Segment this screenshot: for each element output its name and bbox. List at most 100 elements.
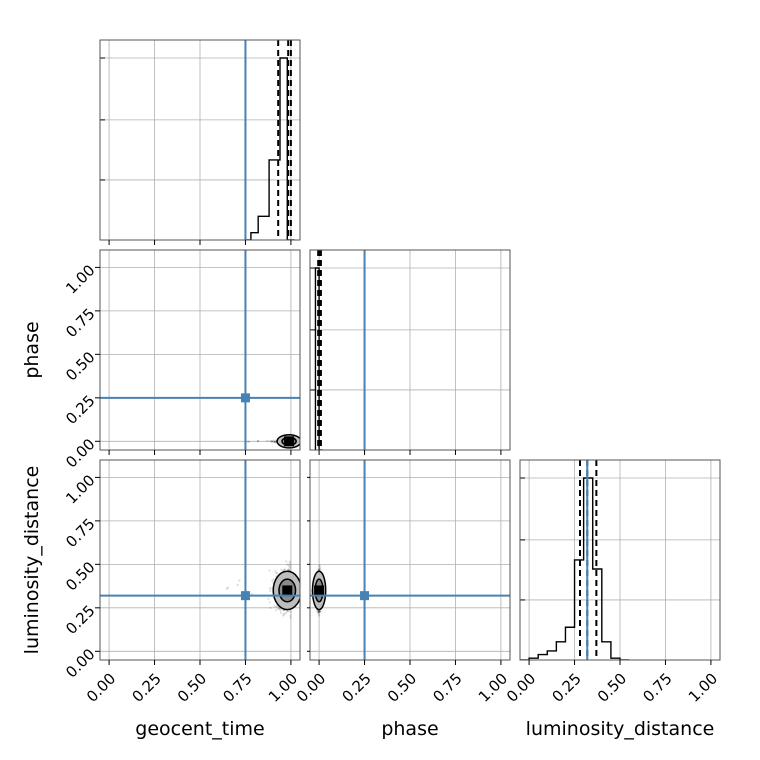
density-peak xyxy=(284,436,295,447)
sample-point xyxy=(283,568,286,571)
x-tick-label: 0.75 xyxy=(429,670,465,706)
sample-point xyxy=(268,587,272,590)
hist-panel-luminosity_distance xyxy=(519,459,721,661)
sample-point xyxy=(319,610,322,613)
x-tick-label: 0.00 xyxy=(83,670,119,706)
sample-point xyxy=(319,610,322,613)
y-tick-label: 0.75 xyxy=(62,305,98,341)
sample-point xyxy=(286,568,290,571)
y-axis-label-phase: phase xyxy=(21,321,43,378)
y-tick-label: 1.00 xyxy=(62,471,98,507)
sample-point xyxy=(274,569,277,572)
density-peak xyxy=(282,585,293,596)
x-tick-label: 0.50 xyxy=(594,670,630,706)
sample-point xyxy=(282,614,285,617)
scatter-panel-phase-luminosity_distance xyxy=(309,459,511,661)
x-tick-label: 1.00 xyxy=(475,670,511,706)
sample-point xyxy=(270,440,273,443)
y-tick-label: 0.00 xyxy=(62,645,98,681)
sample-point xyxy=(289,563,292,567)
sample-point xyxy=(318,610,321,613)
sample-point xyxy=(317,610,320,613)
sample-point xyxy=(275,571,278,574)
sample-point xyxy=(289,562,292,565)
sample-point xyxy=(318,566,322,569)
x-tick-label: 0.25 xyxy=(548,670,584,706)
sample-point xyxy=(318,568,321,572)
sample-point xyxy=(286,563,289,566)
sample-point xyxy=(317,610,320,614)
histogram-geocent_time xyxy=(245,57,295,240)
sample-point xyxy=(272,439,275,442)
histogram-luminosity_distance xyxy=(520,477,630,660)
sample-point xyxy=(275,572,279,575)
sample-point xyxy=(289,610,292,613)
sample-point xyxy=(289,616,292,619)
sample-point xyxy=(277,607,281,610)
x-axis-label-luminosity_distance: luminosity_distance xyxy=(526,718,715,740)
sample-point xyxy=(318,614,321,617)
y-tick-label: 1.00 xyxy=(62,261,98,297)
sample-point xyxy=(277,608,280,611)
sample-point xyxy=(256,439,260,443)
sample-point xyxy=(268,601,271,604)
sample-point xyxy=(268,569,271,572)
hist-panel-phase xyxy=(309,249,511,451)
sample-point xyxy=(284,612,287,615)
sample-point xyxy=(287,568,290,571)
sample-point xyxy=(270,440,273,443)
histogram-phase xyxy=(314,267,323,450)
sample-point xyxy=(256,440,259,443)
y-axis-label-luminosity_distance: luminosity_distance xyxy=(21,466,43,655)
sample-point xyxy=(282,613,285,616)
y-tick-label: 0.50 xyxy=(62,558,98,594)
sample-point xyxy=(283,568,286,571)
sample-point xyxy=(271,579,274,582)
hist-panel-geocent_time xyxy=(99,39,301,241)
x-tick-label: 0.25 xyxy=(338,670,374,706)
sample-point xyxy=(287,564,290,567)
sample-point xyxy=(318,610,321,613)
x-tick-label: 0.50 xyxy=(384,670,420,706)
truth-marker xyxy=(240,591,250,601)
sample-point xyxy=(318,567,321,571)
sample-point xyxy=(288,568,291,571)
sample-point xyxy=(247,440,251,443)
sample-point xyxy=(274,609,278,612)
sample-point xyxy=(289,614,292,617)
y-tick-label: 0.25 xyxy=(62,602,98,638)
sample-point xyxy=(272,578,275,581)
sample-point xyxy=(266,439,269,443)
sample-point xyxy=(317,611,320,614)
sample-point xyxy=(276,605,279,608)
sample-point xyxy=(317,612,320,615)
y-tick-label: 0.25 xyxy=(62,392,98,428)
sample-point xyxy=(246,440,249,443)
scatter-panel-geocent_time-luminosity_distance xyxy=(99,459,301,661)
sample-point xyxy=(238,579,241,582)
sample-point xyxy=(318,564,321,567)
x-tick-label: 0.00 xyxy=(293,670,329,706)
sample-point xyxy=(283,612,286,615)
sample-point xyxy=(319,568,322,571)
x-tick-label: 0.25 xyxy=(128,670,164,706)
sample-point xyxy=(317,609,320,612)
sample-point xyxy=(279,611,283,615)
sample-point xyxy=(316,610,319,613)
x-tick-label: 1.00 xyxy=(685,670,721,706)
sample-point xyxy=(268,589,272,593)
sample-point xyxy=(318,610,321,614)
x-tick-label: 1.00 xyxy=(265,670,301,706)
truth-marker xyxy=(360,591,370,601)
x-tick-label: 0.00 xyxy=(503,670,539,706)
x-tick-label: 0.75 xyxy=(639,670,675,706)
x-tick-label: 0.50 xyxy=(174,670,210,706)
sample-point xyxy=(269,439,272,442)
x-tick-label: 0.75 xyxy=(219,670,255,706)
truth-marker xyxy=(240,393,250,403)
sample-point xyxy=(279,609,282,612)
sample-point xyxy=(286,610,289,613)
sample-point xyxy=(317,613,321,616)
sample-point xyxy=(285,560,288,563)
